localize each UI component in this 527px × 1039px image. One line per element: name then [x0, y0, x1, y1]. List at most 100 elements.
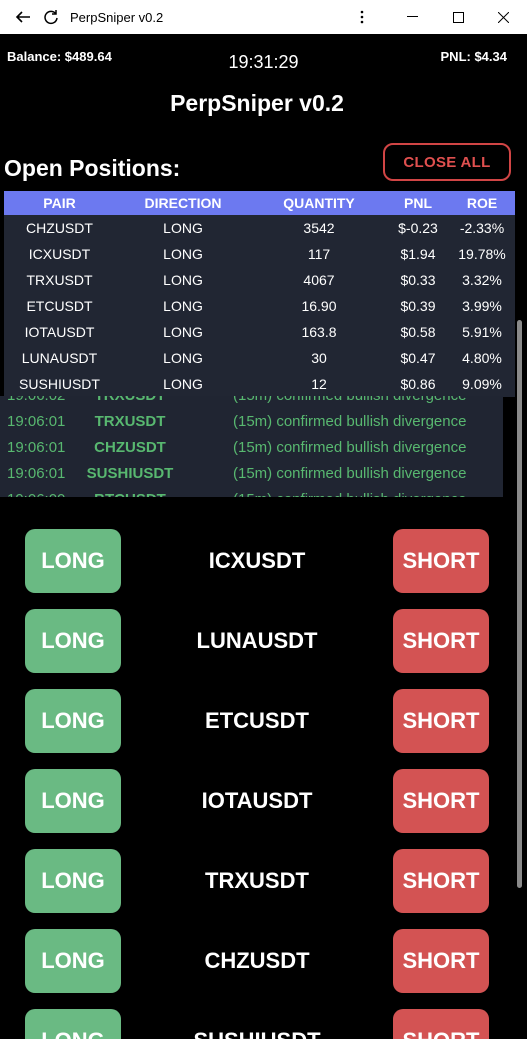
table-row[interactable]: SUSHIUSDT LONG 12 $0.86 9.09%	[4, 371, 515, 397]
cell-direction: LONG	[163, 376, 203, 392]
log-message: (15m) confirmed bullish divergence	[233, 412, 467, 430]
cell-pair: CHZUSDT	[26, 220, 93, 236]
short-button[interactable]: SHORT	[393, 769, 489, 833]
cell-pair: ETCUSDT	[26, 298, 93, 314]
cell-quantity: 117	[307, 246, 331, 262]
long-button[interactable]: LONG	[25, 929, 121, 993]
trade-row: LONG LUNAUSDT SHORT	[0, 609, 514, 673]
column-header-direction: DIRECTION	[144, 195, 222, 211]
cell-pair: TRXUSDT	[26, 272, 93, 288]
log-message: (15m) confirmed bullish divergence	[233, 396, 466, 404]
column-header-pnl: PNL	[404, 195, 432, 211]
short-button[interactable]: SHORT	[393, 689, 489, 753]
maximize-icon[interactable]	[434, 0, 482, 34]
cell-quantity: 16.90	[301, 298, 337, 314]
cell-quantity: 30	[311, 350, 327, 366]
log-message: (15m) confirmed bullish divergence	[233, 464, 467, 482]
total-pnl-label: PNL: $4.34	[440, 49, 507, 64]
table-row[interactable]: LUNAUSDT LONG 30 $0.47 4.80%	[4, 345, 515, 371]
window-titlebar: PerpSniper v0.2	[0, 0, 527, 34]
cell-direction: LONG	[163, 272, 203, 288]
log-time: 19:06:01	[7, 464, 66, 482]
minimize-icon[interactable]	[388, 0, 436, 34]
refresh-icon[interactable]	[43, 9, 59, 25]
cell-pnl: $-0.23	[398, 220, 438, 236]
cell-roe: 3.99%	[462, 298, 502, 314]
short-button[interactable]: SHORT	[393, 849, 489, 913]
trade-symbol: TRXUSDT	[205, 868, 309, 893]
column-header-quantity: QUANTITY	[283, 195, 355, 211]
cell-pair: IOTAUSDT	[24, 324, 95, 340]
cell-pnl: $0.39	[400, 298, 436, 314]
long-button[interactable]: LONG	[25, 1009, 121, 1039]
table-row[interactable]: ETCUSDT LONG 16.90 $0.39 3.99%	[4, 293, 515, 319]
trade-symbol: ICXUSDT	[208, 548, 306, 573]
log-symbol: BTCUSDT	[74, 491, 186, 498]
long-button[interactable]: LONG	[25, 609, 121, 673]
log-entry: 19:06:02 TRXUSDT (15m) confirmed bullish…	[0, 396, 503, 408]
close-window-icon[interactable]	[479, 0, 527, 34]
log-entry: 19:06:01 CHZUSDT (15m) confirmed bullish…	[0, 434, 503, 460]
log-message: (15m) confirmed bullish divergence	[233, 438, 467, 456]
cell-quantity: 12	[311, 376, 327, 392]
cell-roe: 4.80%	[462, 350, 502, 366]
log-symbol: SUSHIUSDT	[86, 464, 174, 482]
table-row[interactable]: TRXUSDT LONG 4067 $0.33 3.32%	[4, 267, 515, 293]
cell-roe: 3.32%	[462, 272, 502, 288]
cell-direction: LONG	[163, 324, 203, 340]
close-all-button[interactable]: CLOSE ALL	[383, 143, 511, 181]
trade-row: LONG TRXUSDT SHORT	[0, 849, 514, 913]
cell-roe: 9.09%	[462, 376, 502, 392]
table-row[interactable]: ICXUSDT LONG 117 $1.94 19.78%	[4, 241, 515, 267]
more-options-icon[interactable]	[338, 0, 386, 34]
positions-table-header: PAIR DIRECTION QUANTITY PNL ROE	[4, 191, 515, 215]
log-symbol: CHZUSDT	[94, 438, 166, 456]
long-button[interactable]: LONG	[25, 769, 121, 833]
log-symbol: TRXUSDT	[74, 396, 186, 404]
short-button[interactable]: SHORT	[393, 529, 489, 593]
long-button[interactable]: LONG	[25, 849, 121, 913]
cell-pair: ICXUSDT	[28, 246, 91, 262]
app-title: PerpSniper v0.2	[170, 90, 344, 116]
trade-symbol: IOTAUSDT	[201, 788, 313, 813]
trade-row: LONG ICXUSDT SHORT	[0, 529, 514, 593]
back-arrow-icon[interactable]	[15, 9, 31, 25]
cell-quantity: 163.8	[301, 324, 337, 340]
cell-roe: 19.78%	[458, 246, 506, 262]
short-button[interactable]: SHORT	[393, 929, 489, 993]
log-time: 19:06:02	[7, 396, 65, 404]
cell-pair: LUNAUSDT	[21, 350, 98, 366]
cell-pnl: $0.33	[400, 272, 436, 288]
long-button[interactable]: LONG	[25, 689, 121, 753]
trade-symbol: SUSHIUSDT	[142, 1009, 372, 1039]
long-button[interactable]: LONG	[25, 529, 121, 593]
cell-roe: -2.33%	[459, 220, 505, 236]
cell-pair: SUSHIUSDT	[19, 376, 100, 392]
cell-pnl: $0.86	[400, 376, 436, 392]
short-button[interactable]: SHORT	[393, 1009, 489, 1039]
cell-direction: LONG	[163, 350, 203, 366]
balance-label: Balance: $489.64	[7, 49, 112, 64]
cell-pnl: $1.94	[400, 246, 436, 262]
trade-row: LONG IOTAUSDT SHORT	[0, 769, 514, 833]
cell-quantity: 4067	[303, 272, 335, 288]
short-button[interactable]: SHORT	[393, 609, 489, 673]
table-row[interactable]: IOTAUSDT LONG 163.8 $0.58 5.91%	[4, 319, 515, 345]
trade-row: LONG CHZUSDT SHORT	[0, 929, 514, 993]
cell-direction: LONG	[163, 298, 203, 314]
column-header-pair: PAIR	[43, 195, 76, 211]
window-title: PerpSniper v0.2	[70, 10, 164, 25]
signal-log[interactable]: 19:06:02 TRXUSDT (15m) confirmed bullish…	[0, 396, 503, 497]
cell-pnl: $0.58	[400, 324, 436, 340]
log-time: 19:06:01	[7, 412, 66, 430]
trade-symbol: LUNAUSDT	[196, 628, 318, 653]
cell-quantity: 3542	[303, 220, 335, 236]
table-row[interactable]: CHZUSDT LONG 3542 $-0.23 -2.33%	[4, 215, 515, 241]
log-entry: 19:06:01 SUSHIUSDT (15m) confirmed bulli…	[0, 460, 503, 486]
cell-roe: 5.91%	[462, 324, 502, 340]
page-scrollbar[interactable]	[517, 320, 522, 888]
log-time: 19:06:01	[7, 438, 66, 456]
positions-table: PAIR DIRECTION QUANTITY PNL ROE CHZUSDT …	[4, 191, 515, 397]
clock: 19:31:29	[228, 52, 299, 72]
open-positions-heading: Open Positions:	[4, 155, 181, 181]
